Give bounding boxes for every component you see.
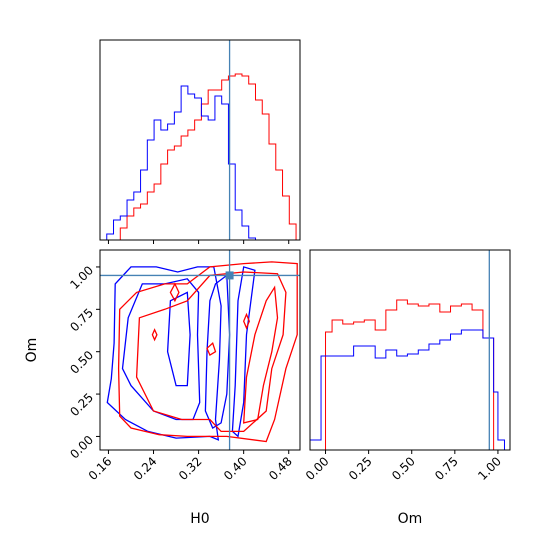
x-tick-label: 0.16 xyxy=(86,454,115,483)
y-tick-label: 0.75 xyxy=(67,306,96,335)
red-contour xyxy=(169,282,180,303)
red-contour xyxy=(206,342,217,357)
truth-marker xyxy=(225,271,234,280)
x-tick-label: 0.50 xyxy=(389,454,418,483)
x-tick-label: 0.00 xyxy=(303,454,332,483)
om-histogram-panel: 0.00 0.25 0.50 0.75 1.00 Om xyxy=(303,249,511,527)
blue-contour xyxy=(231,266,256,438)
blue-histogram-series xyxy=(100,85,300,241)
x-tick-label: 0.24 xyxy=(131,454,160,483)
red-histogram-series xyxy=(100,73,300,241)
y-tick-label: 0.25 xyxy=(67,390,96,419)
h0-om-contour-frame xyxy=(99,249,301,451)
y-tick-label: 1.00 xyxy=(67,263,96,292)
h0-histogram-frame xyxy=(99,39,301,241)
x-tick-label: 0.40 xyxy=(221,454,250,483)
red-contour xyxy=(151,328,158,342)
contour-lines xyxy=(106,261,298,443)
x-tick-label: 0.48 xyxy=(266,454,295,483)
y-tick-label: 0.00 xyxy=(67,433,96,462)
x-tick-label: 0.75 xyxy=(432,454,461,483)
h0-histogram-panel xyxy=(99,39,301,244)
om-histogram-frame xyxy=(309,249,511,451)
x-tick-label: 0.25 xyxy=(346,454,375,483)
red-contour xyxy=(135,271,287,433)
x-tick-label: 1.00 xyxy=(475,454,504,483)
red-contour xyxy=(117,261,298,443)
h0-om-contour-panel: 0.16 0.24 0.32 0.40 0.48 0.00 0.25 0.50 0.75 1.00… xyxy=(24,249,301,527)
red-contour xyxy=(242,312,251,330)
red-histogram-series xyxy=(310,299,510,451)
y-axis-label: Om xyxy=(24,338,40,363)
blue-contour xyxy=(204,274,231,429)
blue-contour xyxy=(166,291,191,387)
blue-histogram-series xyxy=(309,329,510,451)
y-tick-label: 0.50 xyxy=(67,348,96,377)
x-tick-label: 0.32 xyxy=(176,454,205,483)
red-contour xyxy=(242,285,279,424)
x-axis-label: Om xyxy=(398,511,423,527)
x-axis-label: H0 xyxy=(190,511,209,527)
blue-contour xyxy=(106,266,222,441)
